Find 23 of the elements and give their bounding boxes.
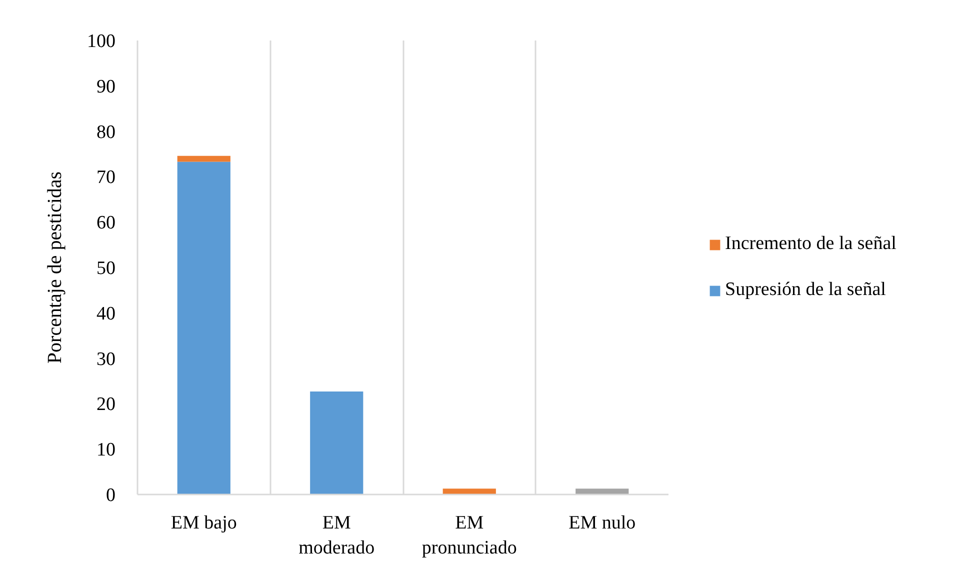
bar bbox=[177, 162, 230, 494]
y-tick-label: 80 bbox=[96, 122, 116, 143]
legend-label: Incremento de la señal bbox=[725, 233, 896, 255]
y-tick-label: 100 bbox=[87, 31, 116, 52]
bar bbox=[177, 156, 230, 162]
bar bbox=[442, 488, 496, 494]
bar bbox=[576, 488, 629, 494]
y-tick-label: 30 bbox=[96, 348, 116, 370]
x-tick-label: EM bajo bbox=[170, 512, 237, 534]
y-tick-label: 70 bbox=[96, 167, 116, 188]
y-tick-label: 20 bbox=[96, 394, 116, 416]
x-tick-label: EM moderado bbox=[298, 512, 375, 559]
x-tick-label: EM nulo bbox=[568, 512, 636, 534]
legend-label: Supresión de la señal bbox=[725, 279, 886, 301]
x-tick-label: EM pronunciado bbox=[422, 512, 517, 559]
y-tick-label: 60 bbox=[96, 212, 116, 234]
y-tick-label: 10 bbox=[96, 440, 116, 461]
y-tick-label: 90 bbox=[96, 76, 116, 98]
y-tick-label: 40 bbox=[96, 303, 116, 324]
y-tick-label: 0 bbox=[106, 485, 116, 506]
y-tick-label: 50 bbox=[96, 258, 116, 279]
y-axis-title: Porcentaje de pesticidas bbox=[44, 171, 66, 364]
bar bbox=[310, 391, 364, 494]
